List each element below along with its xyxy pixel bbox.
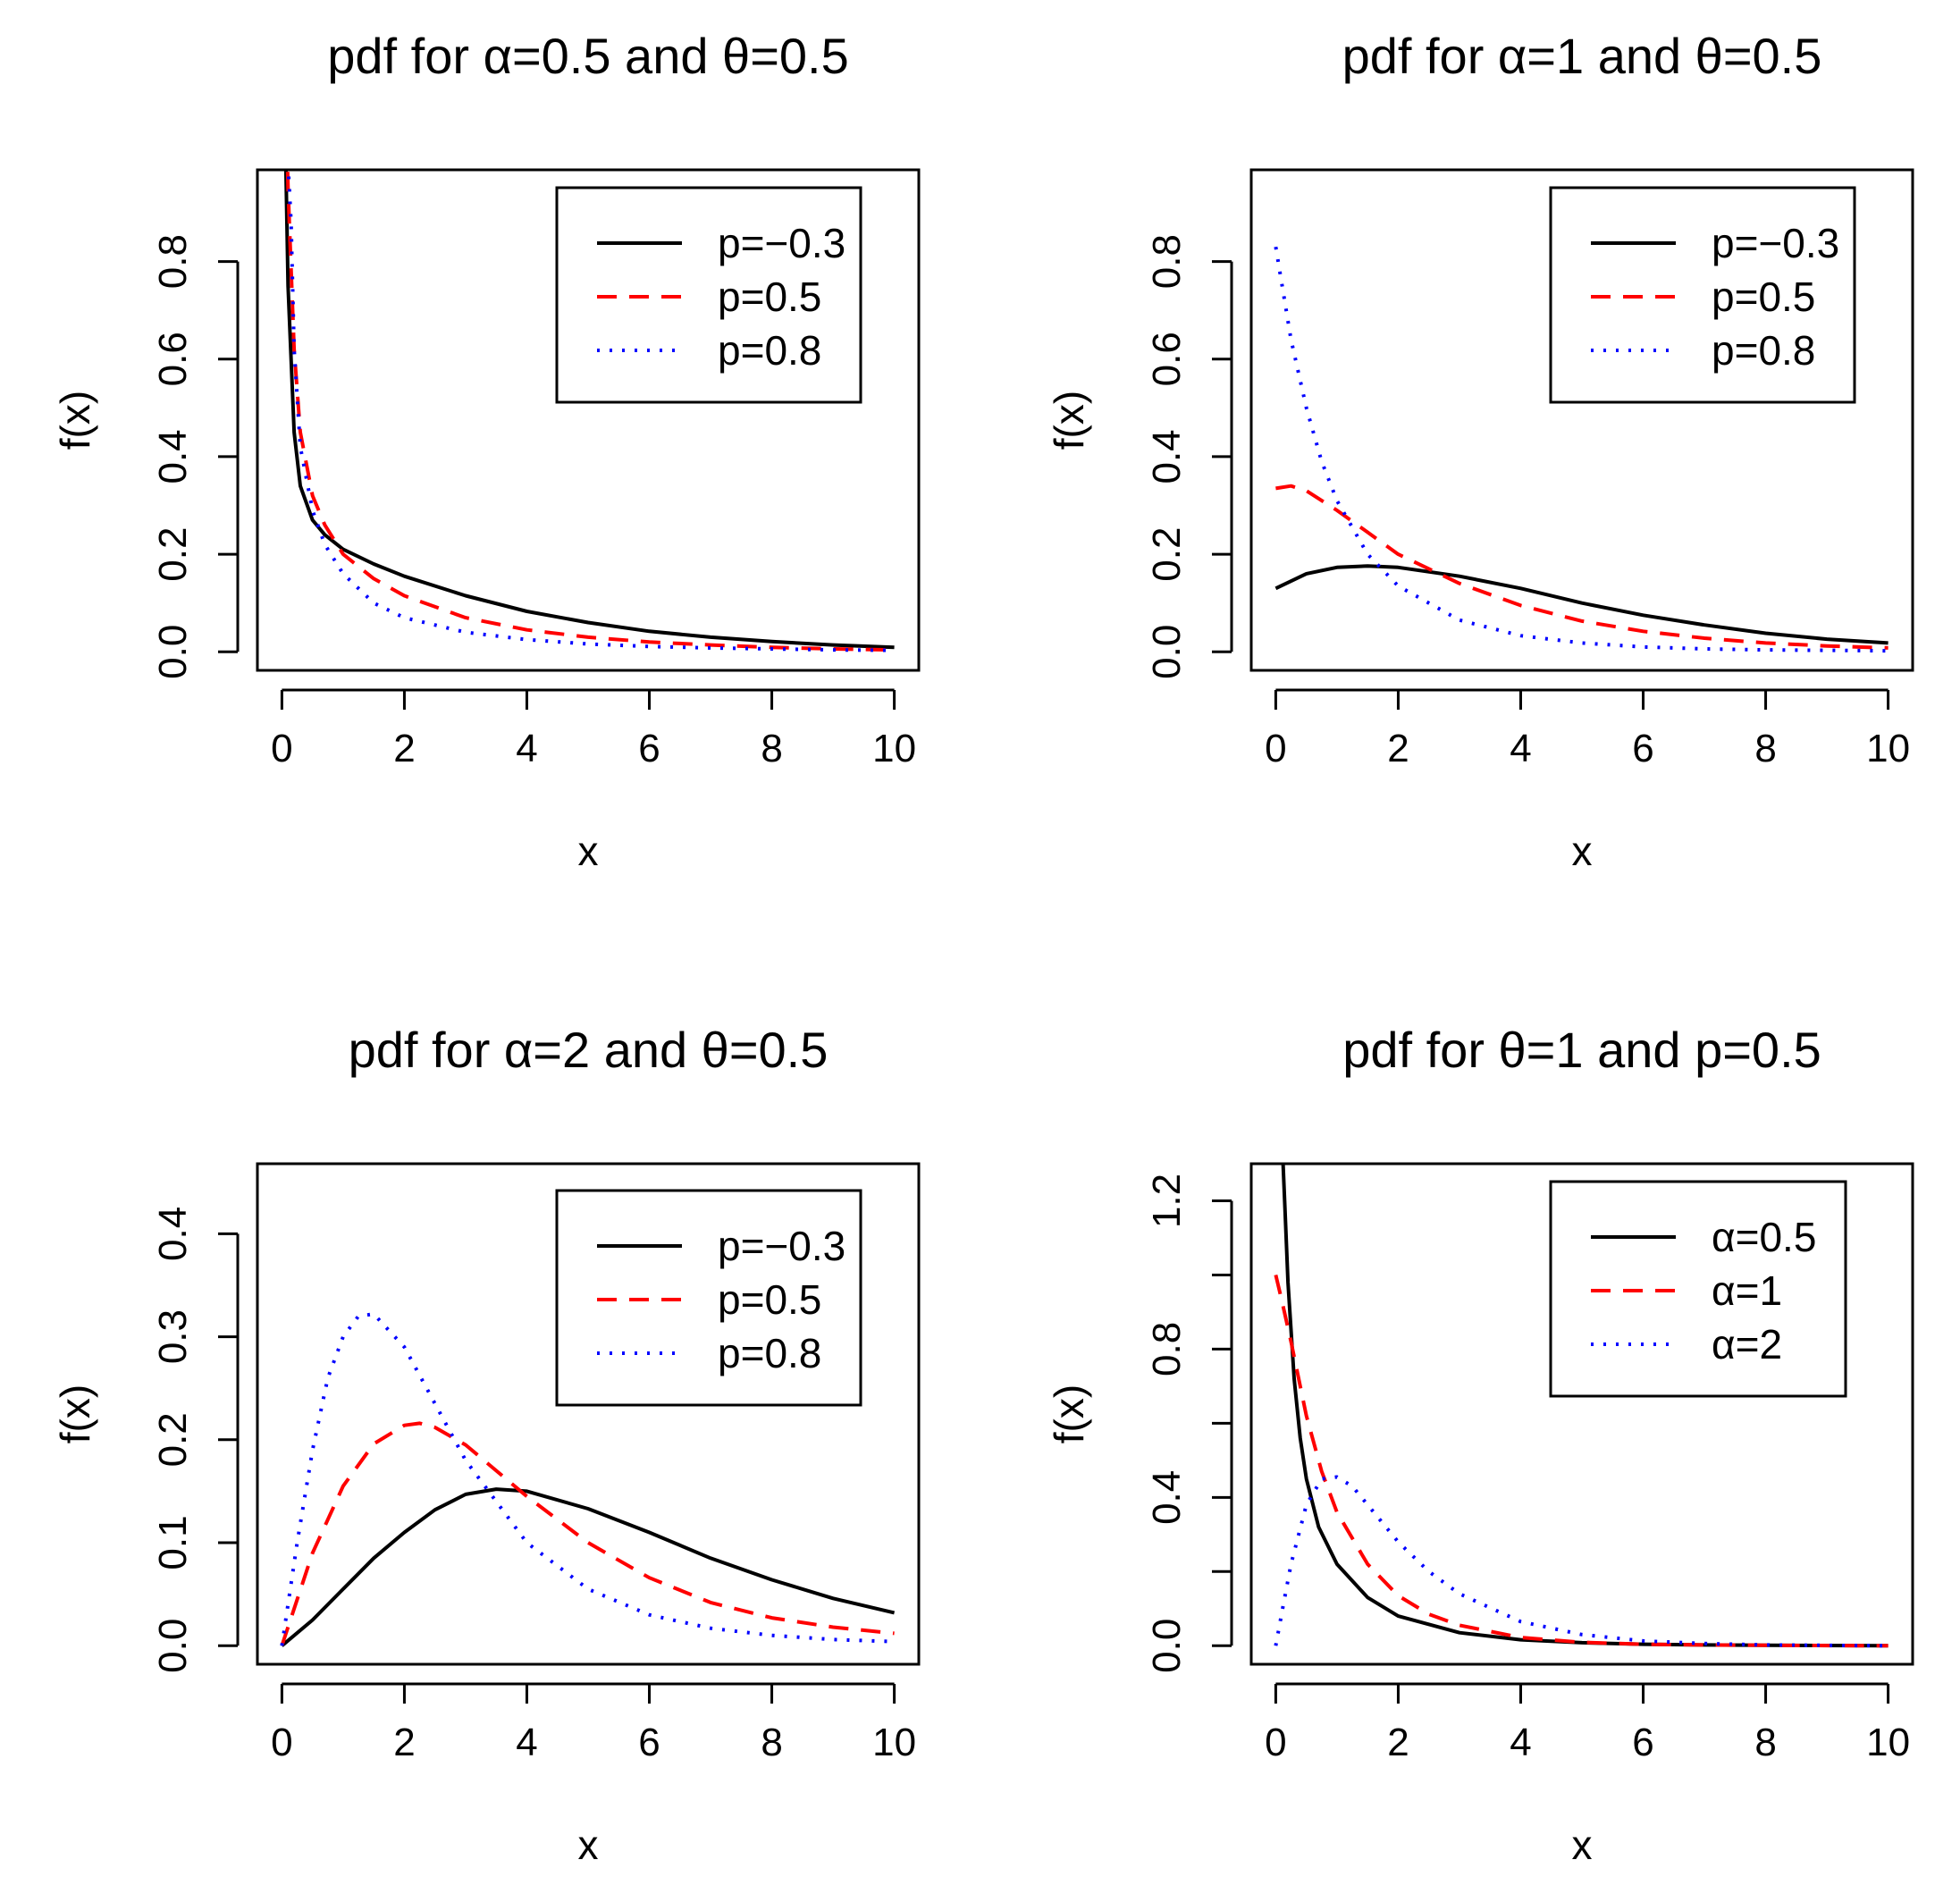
- x-tick-label: 2: [1387, 727, 1409, 770]
- legend-label: p=−0.3: [718, 1223, 845, 1269]
- legend-label: p=0.5: [1712, 274, 1815, 320]
- y-tick-label: 0.2: [151, 527, 195, 582]
- x-tick-label: 6: [1632, 1721, 1653, 1764]
- y-tick-label: 0.0: [1145, 625, 1189, 679]
- plot-frame: [1249, 1162, 1914, 1666]
- chart-title: pdf for α=1 and θ=0.5: [1342, 28, 1822, 84]
- x-tick-label: 6: [638, 1721, 660, 1764]
- y-tick-label: 0.3: [151, 1309, 195, 1364]
- x-axis-label: x: [1572, 1822, 1593, 1868]
- y-tick-label: 0.4: [1145, 1470, 1189, 1525]
- legend: p=−0.3 p=0.5 p=0.8: [555, 186, 862, 404]
- x-tick-label: 2: [393, 727, 415, 770]
- x-tick-label: 8: [761, 727, 782, 770]
- x-tick-label: 0: [271, 1721, 292, 1764]
- x-axis-label: x: [578, 1822, 599, 1868]
- y-axis-label: f(x): [1046, 1384, 1092, 1443]
- x-axis-label: x: [578, 828, 599, 874]
- legend-label: p=0.5: [718, 274, 821, 320]
- series-line-solid: [1274, 564, 1888, 645]
- y-tick-label: 0.4: [151, 429, 195, 484]
- legend-label: p=0.5: [718, 1276, 821, 1323]
- x-tick-label: 8: [761, 1721, 782, 1764]
- legend-label: α=0.5: [1712, 1214, 1816, 1260]
- series-group: [280, 1312, 896, 1647]
- legend-label: p=−0.3: [1712, 220, 1839, 266]
- x-tick-label: 10: [1866, 727, 1910, 770]
- series-group: [1274, 1164, 1888, 1648]
- plot-frame: [256, 168, 921, 672]
- legend: p=−0.3 p=0.5 p=0.8: [555, 1189, 862, 1407]
- plot-frame: [256, 1162, 921, 1666]
- series-line-dotted: [1274, 246, 1888, 653]
- legend-label: p=0.8: [718, 327, 821, 374]
- y-tick-label: 0.8: [151, 234, 195, 289]
- x-tick-label: 6: [1632, 727, 1653, 770]
- legend-label: α=2: [1712, 1321, 1782, 1368]
- x-tick-label: 10: [872, 727, 916, 770]
- series-line-dashed: [285, 170, 895, 652]
- legend-label: α=1: [1712, 1267, 1782, 1314]
- x-tick-label: 0: [1265, 1721, 1286, 1764]
- chart-title: pdf for α=0.5 and θ=0.5: [327, 28, 849, 84]
- x-tick-label: 0: [271, 727, 292, 770]
- series-line-dotted: [286, 170, 895, 652]
- y-tick-label: 0.4: [151, 1207, 195, 1261]
- x-tick-label: 2: [1387, 1721, 1409, 1764]
- x-tick-label: 8: [1754, 1721, 1776, 1764]
- x-tick-label: 4: [1510, 727, 1531, 770]
- x-tick-label: 0: [1265, 727, 1286, 770]
- y-axis-label: f(x): [52, 391, 98, 450]
- series-line-dashed: [280, 1421, 895, 1646]
- panel-2: pdf for α=1 and θ=0.5 0 2 4 6 8 10 x 0.0 0.2 0.4 0.…: [1046, 28, 1914, 874]
- y-axis-label: f(x): [52, 1384, 98, 1443]
- y-tick-label: 0.0: [1145, 1619, 1189, 1673]
- x-tick-label: 10: [872, 1721, 916, 1764]
- x-tick-label: 8: [1754, 727, 1776, 770]
- x-axis-label: x: [1572, 828, 1593, 874]
- y-axis-label: f(x): [1046, 391, 1092, 450]
- panel-4: pdf for θ=1 and p=0.5 0 2 4 6 8 10 x 0.0 0.4 0.8 1.…: [1046, 1022, 1914, 1868]
- x-tick-label: 2: [393, 1721, 415, 1764]
- series-line-dashed: [1274, 1274, 1888, 1648]
- y-tick-label: 0.6: [1145, 332, 1189, 386]
- x-tick-label: 4: [1510, 1721, 1531, 1764]
- legend-label: p=−0.3: [718, 220, 845, 266]
- legend: α=0.5 α=1 α=2: [1549, 1180, 1847, 1398]
- legend-label: p=0.8: [718, 1330, 821, 1376]
- series-group: [283, 170, 895, 652]
- panel-3: pdf for α=2 and θ=0.5 0 2 4 6 8 10 x 0.0 0.1 0.2 0.…: [52, 1022, 921, 1868]
- y-tick-label: 0.2: [151, 1412, 195, 1467]
- panel-1: pdf for α=0.5 and θ=0.5 0 2 4 6 8 10 x 0.0 0.2 0.4…: [52, 28, 921, 874]
- y-tick-label: 1.2: [1145, 1174, 1189, 1228]
- y-tick-label: 0.8: [1145, 234, 1189, 289]
- series-group: [1274, 246, 1888, 653]
- x-tick-label: 4: [516, 1721, 537, 1764]
- y-tick-label: 0.4: [1145, 429, 1189, 484]
- y-tick-label: 0.6: [151, 332, 195, 386]
- series-line-solid: [281, 1487, 896, 1647]
- y-tick-label: 0.8: [1145, 1322, 1189, 1376]
- y-tick-label: 0.0: [151, 625, 195, 679]
- x-tick-label: 10: [1866, 1721, 1910, 1764]
- y-tick-label: 0.1: [151, 1515, 195, 1570]
- x-tick-label: 4: [516, 727, 537, 770]
- x-tick-label: 6: [638, 727, 660, 770]
- legend: p=−0.3 p=0.5 p=0.8: [1549, 186, 1856, 404]
- series-line-solid: [283, 170, 895, 650]
- y-tick-label: 0.0: [151, 1619, 195, 1673]
- series-line-dashed: [1275, 484, 1888, 650]
- chart-title: pdf for θ=1 and p=0.5: [1342, 1022, 1821, 1078]
- plot-frame: [1249, 168, 1914, 672]
- chart-title: pdf for α=2 and θ=0.5: [349, 1022, 829, 1078]
- y-tick-label: 0.2: [1145, 527, 1189, 582]
- legend-label: p=0.8: [1712, 327, 1815, 374]
